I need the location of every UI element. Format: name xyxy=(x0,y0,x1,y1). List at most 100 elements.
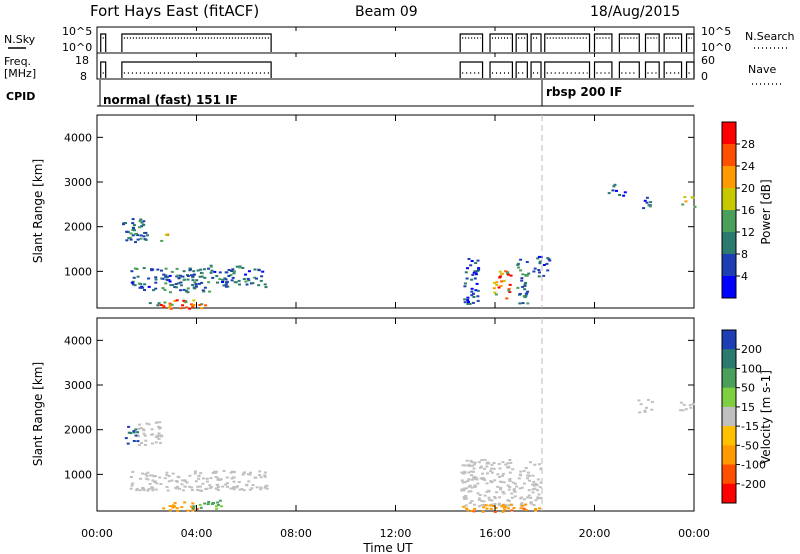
y-tick-label: 3000 xyxy=(64,379,92,392)
heatmap-cell xyxy=(473,507,477,510)
heatmap-cell xyxy=(144,439,148,442)
heatmap-cell xyxy=(508,459,512,461)
heatmap-cell xyxy=(501,510,505,513)
figure-title: Fort Hays East (fitACF) xyxy=(90,2,259,20)
heatmap-cell xyxy=(207,281,211,284)
heatmap-cell xyxy=(474,476,478,479)
y-tick-label: 3000 xyxy=(64,176,92,189)
heatmap-cell xyxy=(191,279,195,282)
velocity-colorbar: 200 100 50 15 -15 -50 -100 -200 xyxy=(721,329,766,504)
heatmap-cell xyxy=(463,498,467,500)
heatmap-cell xyxy=(195,507,199,510)
heatmap-cell xyxy=(498,467,502,470)
heatmap-cell xyxy=(137,282,141,285)
heatmap-cell xyxy=(485,465,489,468)
heatmap-cell xyxy=(518,292,522,295)
heatmap-cell xyxy=(512,488,516,491)
heatmap-cell xyxy=(511,481,515,484)
heatmap-cell xyxy=(472,292,475,295)
heatmap-cell xyxy=(532,484,536,487)
heatmap-cell xyxy=(154,278,158,281)
heatmap-cell xyxy=(493,497,497,500)
heatmap-cell xyxy=(194,285,198,288)
heatmap-cell xyxy=(182,279,186,282)
heatmap-cell xyxy=(466,509,470,512)
heatmap-cell xyxy=(494,506,498,509)
heatmap-cell xyxy=(517,266,520,269)
heatmap-cell xyxy=(250,487,254,490)
heatmap-cell xyxy=(162,507,166,510)
heatmap-cell xyxy=(472,463,476,466)
heatmap-cell xyxy=(201,289,205,292)
colorbar-frame xyxy=(721,329,737,504)
heatmap-cell xyxy=(213,270,217,273)
heatmap-cell xyxy=(190,489,194,492)
x-tick-label: 12:00 xyxy=(380,527,412,540)
heatmap-cell xyxy=(225,281,229,284)
y-tick-label: 2000 xyxy=(64,424,92,437)
heatmap-cell xyxy=(170,303,174,306)
heatmap-cell xyxy=(524,467,528,469)
heatmap-cell xyxy=(140,221,144,224)
heatmap-cell xyxy=(500,505,504,508)
heatmap-cell xyxy=(234,281,238,284)
heatmap-cell xyxy=(160,435,164,438)
heatmap-cell xyxy=(508,479,512,482)
heatmap-cell xyxy=(124,437,128,440)
heatmap-cell xyxy=(526,477,529,480)
heatmap-cell xyxy=(460,471,464,474)
heatmap-cell xyxy=(232,476,236,479)
freq-interval xyxy=(515,61,528,78)
date-label: 18/Aug/2015 xyxy=(590,4,680,20)
heatmap-cell xyxy=(192,505,196,508)
heatmap-cell xyxy=(229,487,233,490)
colorbar-swatch xyxy=(722,483,736,504)
heatmap-cell xyxy=(129,476,133,478)
heatmap-cell xyxy=(168,302,172,305)
heatmap-cell xyxy=(143,283,147,286)
heatmap-cell xyxy=(478,494,482,496)
heatmap-cell xyxy=(643,199,647,202)
heatmap-cell xyxy=(137,435,141,438)
heatmap-cell xyxy=(688,404,692,407)
nsky-interval xyxy=(663,33,683,52)
heatmap-cell xyxy=(168,274,172,277)
nsky-interval xyxy=(515,33,528,52)
heatmap-cell xyxy=(482,467,486,470)
heatmap-cell xyxy=(181,489,185,492)
heatmap-cell xyxy=(503,505,507,508)
heatmap-cell xyxy=(151,479,155,482)
heatmap-cell xyxy=(506,484,510,487)
heatmap-cell xyxy=(470,294,474,297)
xaxis-label: Time UT xyxy=(362,541,413,554)
heatmap-cell xyxy=(463,301,467,304)
heatmap-cell xyxy=(473,270,477,273)
heatmap-cell xyxy=(534,509,538,512)
heatmap-cell xyxy=(684,200,688,203)
heatmap-cell xyxy=(649,201,653,204)
colorbar-swatch xyxy=(722,349,736,369)
colorbar-tick-label: 28 xyxy=(741,138,755,151)
heatmap-cell xyxy=(501,490,505,493)
heatmap-cell xyxy=(260,275,264,278)
heatmap-cell xyxy=(164,233,168,236)
heatmap-cell xyxy=(132,276,136,279)
colorbar-swatch xyxy=(722,368,736,389)
heatmap-cell xyxy=(179,289,183,292)
heatmap-cell xyxy=(135,489,139,492)
heatmap-cell xyxy=(128,236,132,239)
heatmap-cell xyxy=(510,496,514,499)
heatmap-cell xyxy=(227,269,231,271)
heatmap-cell xyxy=(179,307,183,310)
heatmap-cell xyxy=(202,290,206,293)
heatmap-cell xyxy=(137,444,141,447)
nsky-interval xyxy=(121,33,272,52)
heatmap-cell xyxy=(534,499,538,502)
colorbar-tick-label: 50 xyxy=(741,382,755,395)
heatmap-cell xyxy=(534,508,537,510)
heatmap-cell xyxy=(138,226,141,229)
heatmap-cell xyxy=(548,259,552,262)
colorbar-swatch xyxy=(722,330,736,350)
heatmap-cell xyxy=(176,509,180,512)
heatmap-cell xyxy=(478,498,481,501)
